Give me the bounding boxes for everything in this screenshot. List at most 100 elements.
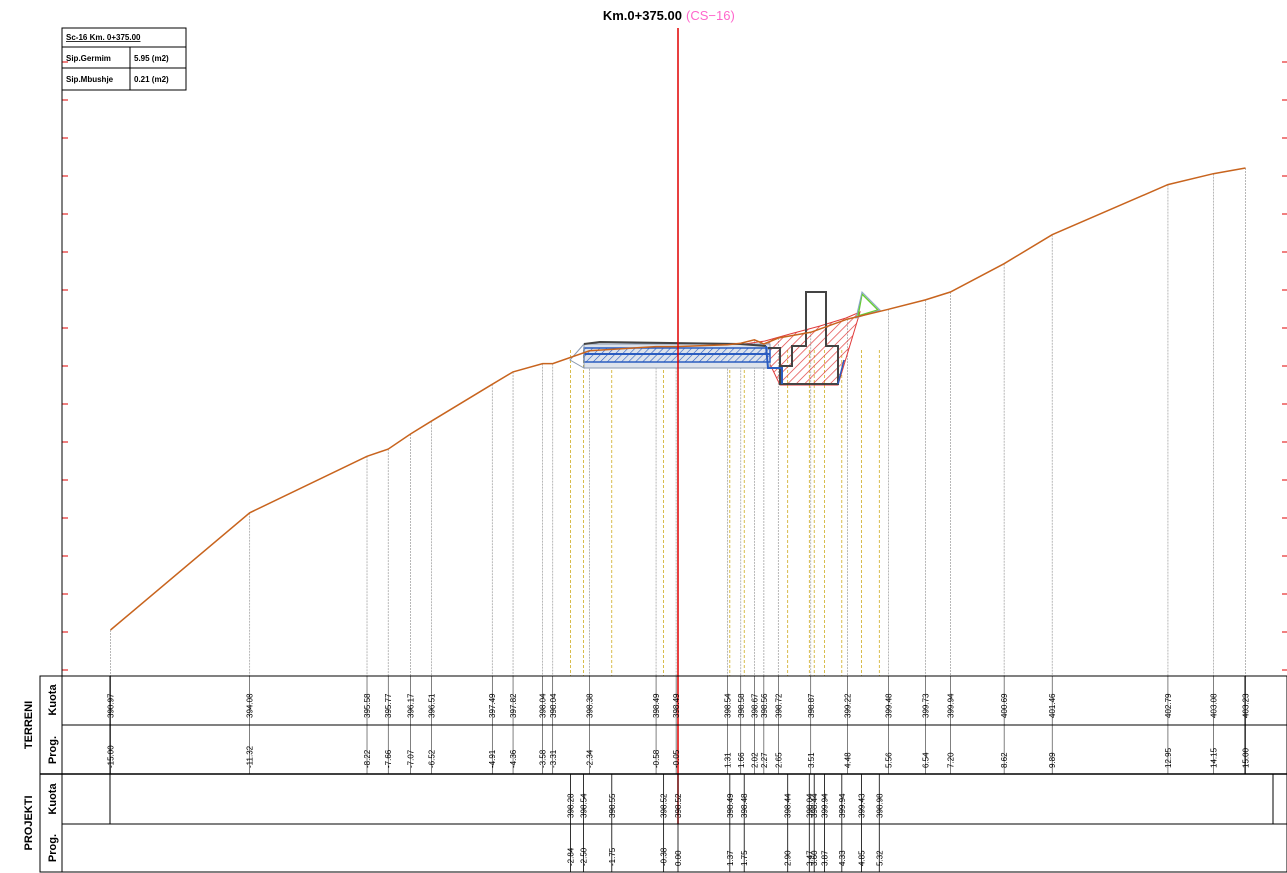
section-title: Km.0+375.00 — [603, 8, 682, 23]
terreni-kuota-label: 396.17 — [407, 693, 416, 718]
projekti-prog-label: 4.85 — [857, 850, 866, 866]
projekti-kuota-label: 398.28 — [567, 793, 576, 818]
projekti-prog-label: 0.00 — [674, 850, 683, 866]
projekti-prog-label: 1.37 — [726, 850, 735, 866]
terreni-kuota-label: 398.04 — [539, 693, 548, 718]
terreni-prog-label: 15.00 — [1242, 747, 1251, 768]
terreni-prog-label: 7.20 — [946, 752, 955, 768]
projekti-kuota-label: 398.98 — [875, 793, 884, 818]
vertical-scale-ticks — [62, 61, 68, 671]
terreni-prog-label: 2.02 — [750, 752, 759, 768]
area-info-box: Sc-16 Km. 0+375.00 Sip.Germim 5.95 (m2) … — [61, 27, 187, 91]
terreni-prog-label: 1.66 — [737, 752, 746, 768]
projekti-kuota-label: 398.55 — [608, 793, 617, 818]
info-value-germim: 5.95 (m2) — [134, 54, 169, 63]
info-value-mbushje: 0.21 (m2) — [134, 75, 169, 84]
terreni-kuota-label: 398.58 — [737, 693, 746, 718]
terreni-prog-label: 2.27 — [760, 752, 769, 768]
projekti-prog-label: 3.60 — [810, 850, 819, 866]
terreni-kuota-label: 398.87 — [807, 693, 816, 718]
terreni-kuota-label: 398.54 — [724, 693, 733, 718]
projekti-prog-label: 3.47 — [805, 850, 814, 866]
terreni-prog-label: -7.07 — [407, 749, 416, 768]
terreni-kuota-label: 398.67 — [750, 693, 759, 718]
terreni-kuota-label: 398.49 — [652, 693, 661, 718]
terreni-kuota-label: 395.58 — [363, 693, 372, 718]
fill-area — [857, 292, 880, 318]
projekti-prog-label: 5.32 — [875, 850, 884, 866]
projekti-kuota-label: 398.49 — [726, 793, 735, 818]
band-label-terreni-kuota: Kuota — [47, 684, 59, 716]
band-label-terreni: TERRENI — [23, 701, 35, 749]
terreni-prog-label: -4.36 — [509, 749, 518, 768]
terreni-prog-label: -15.00 — [107, 745, 116, 768]
info-label-germim: Sip.Germim — [66, 54, 111, 63]
projekti-prog-label: -2.50 — [579, 847, 588, 866]
terreni-prog-label: 2.65 — [774, 752, 783, 768]
projekti-prog-label: 4.33 — [838, 850, 847, 866]
projekti-kuota-label: 399.43 — [857, 793, 866, 818]
projekti-prog-label: 2.90 — [784, 850, 793, 866]
cut-area-hatch — [736, 311, 861, 386]
projekti-kuota-label: 399.94 — [820, 793, 829, 818]
terrain-leader-lines — [110, 168, 1246, 676]
terreni-prog-label: 1.31 — [724, 752, 733, 768]
terreni-prog-label: 3.51 — [807, 752, 816, 768]
terreni-prog-label: 4.48 — [843, 752, 852, 768]
terreni-prog-label: 9.89 — [1048, 752, 1057, 768]
terreni-prog-label: 5.56 — [884, 752, 893, 768]
terreni-prog-label: -11.32 — [246, 745, 255, 768]
projekti-prog-label: 1.75 — [740, 850, 749, 866]
terreni-kuota-label: 394.08 — [246, 693, 255, 718]
terreni-prog-label: -2.34 — [585, 749, 594, 768]
terreni-kuota-label: 403.23 — [1242, 693, 1251, 718]
terreni-prog-label: -6.52 — [427, 749, 436, 768]
info-box-header: Sc-16 Km. 0+375.00 — [66, 33, 141, 42]
terreni-prog-label: 14.15 — [1209, 747, 1218, 768]
terreni-prog-label: -3.31 — [549, 749, 558, 768]
terreni-prog-label: -0.05 — [672, 749, 681, 768]
terreni-values: 390.97 -15.00 394.08 -11.32 395.58 -8.22 395.7… — [107, 676, 1251, 774]
projekti-prog-label: 3.87 — [820, 850, 829, 866]
terreni-kuota-label: 398.38 — [585, 693, 594, 718]
projekti-kuota-label: 398.52 — [660, 793, 669, 818]
terreni-kuota-label: 399.94 — [946, 693, 955, 718]
design-leader-lines — [570, 350, 880, 676]
terreni-kuota-label: 396.51 — [427, 693, 436, 718]
terreni-kuota-label: 400.69 — [1000, 693, 1009, 718]
projekti-values: 398.28 -2.84 398.54 -2.50 398.55 -1.75 398.52 -… — [567, 774, 884, 872]
section-code: (CS−16) — [686, 8, 735, 23]
band-label-projekti-kuota: Kuota — [47, 783, 59, 815]
band-label-projekti: PROJEKTI — [23, 795, 35, 850]
terreni-kuota-label: 397.49 — [488, 693, 497, 718]
terrain-profile-line — [110, 167, 1246, 631]
terreni-kuota-label: 398.04 — [549, 693, 558, 718]
terreni-prog-label: -0.58 — [652, 749, 661, 768]
right-scale-ticks — [1282, 61, 1287, 671]
projekti-kuota-label: 399.94 — [838, 793, 847, 818]
band-label-projekti-prog: Prog. — [47, 834, 59, 862]
terreni-prog-label: -4.91 — [488, 749, 497, 768]
projekti-kuota-label: 398.54 — [579, 793, 588, 818]
design-profile — [569, 291, 845, 385]
terreni-prog-label: 12.95 — [1164, 747, 1173, 768]
terreni-kuota-label: 399.48 — [884, 693, 893, 718]
projekti-prog-label: -2.84 — [567, 847, 576, 866]
terreni-kuota-label: 398.49 — [672, 693, 681, 718]
projekti-kuota-label: 398.52 — [674, 793, 683, 818]
terreni-prog-label: -7.66 — [384, 749, 393, 768]
terreni-kuota-label: 399.73 — [921, 693, 930, 718]
projekti-kuota-label: 398.48 — [740, 793, 749, 818]
projekti-prog-label: -0.38 — [660, 847, 669, 866]
terreni-kuota-label: 402.79 — [1164, 693, 1173, 718]
projekti-kuota-label: 398.04 — [805, 793, 814, 818]
projekti-kuota-label: 398.44 — [784, 793, 793, 818]
terreni-kuota-label: 398.72 — [774, 693, 783, 718]
terreni-kuota-label: 395.77 — [384, 693, 393, 718]
band-label-terreni-prog: Prog. — [47, 736, 59, 764]
terreni-kuota-label: 397.82 — [509, 693, 518, 718]
info-label-mbushje: Sip.Mbushje — [66, 75, 114, 84]
terreni-prog-label: -8.22 — [363, 749, 372, 768]
terreni-kuota-label: 403.08 — [1209, 693, 1218, 718]
